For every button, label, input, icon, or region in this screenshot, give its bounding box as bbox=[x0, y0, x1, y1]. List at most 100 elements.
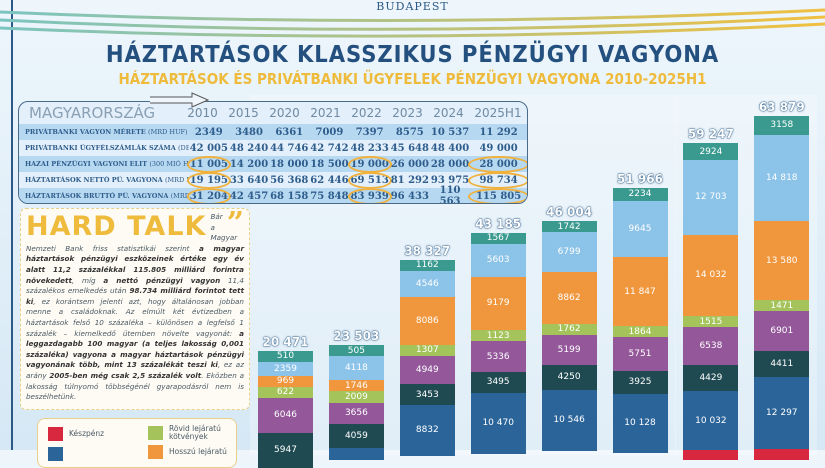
segment-value-label: 4059 bbox=[344, 430, 368, 441]
bar-total-label: 38 327 bbox=[404, 243, 451, 259]
segment-value-label: 3656 bbox=[344, 408, 368, 419]
row-label-text: HÁZTARTÁSOK BRUTTÓ PÜ. VAGYONA bbox=[25, 192, 169, 200]
segment-value-label: 6538 bbox=[699, 341, 723, 352]
segment-value-label: 8862 bbox=[557, 292, 581, 303]
segment-value-label: 2924 bbox=[699, 146, 723, 157]
segment-value-label: 11 847 bbox=[624, 286, 656, 297]
bar-segment: 8862 bbox=[541, 271, 597, 324]
bar-segment: 4250 bbox=[541, 364, 597, 390]
segment-value-label: 3158 bbox=[770, 120, 794, 131]
year-header: 2025H1 bbox=[474, 106, 522, 120]
year-header: 2020 bbox=[269, 106, 300, 120]
segment-value-label: 6799 bbox=[557, 247, 581, 258]
segment-value-label: 5603 bbox=[486, 255, 510, 266]
segment-value-label: 9179 bbox=[486, 298, 510, 309]
body-text: Bár a Magyar Nemzeti Bank friss statiszt… bbox=[26, 212, 238, 253]
bar-segment: 6901 bbox=[754, 311, 810, 352]
bar-segment: 12 703 bbox=[683, 160, 739, 235]
segment-value-label: 12 297 bbox=[766, 407, 798, 418]
bar-total-label: 23 503 bbox=[333, 329, 380, 344]
bar-segment: 14 032 bbox=[683, 234, 739, 317]
bar-segment: 11 847 bbox=[612, 257, 668, 327]
segment-value-label: 10 470 bbox=[482, 418, 514, 429]
segment-value-label: 1864 bbox=[628, 326, 652, 337]
bar-segment: 2009 bbox=[328, 391, 384, 403]
segment-value-label: 5751 bbox=[628, 348, 652, 359]
bar-segment: 4118 bbox=[328, 356, 384, 381]
bar-segment: 1515 bbox=[683, 316, 739, 328]
bar-segment: 1162 bbox=[399, 259, 455, 271]
bar-total-label: 46 004 bbox=[546, 205, 593, 220]
bar-segment: 1307 bbox=[399, 344, 455, 356]
table-cell: 18 000 bbox=[270, 158, 309, 170]
segment-value-label: 1307 bbox=[415, 345, 439, 356]
table-cell: 19 195 bbox=[186, 171, 232, 189]
year-header: 2023 bbox=[392, 106, 423, 120]
arrow-icon bbox=[150, 92, 210, 108]
table-cell: 8575 bbox=[395, 126, 424, 138]
table-cell: 83 939 bbox=[347, 187, 392, 203]
bar-segment: 4059 bbox=[328, 424, 384, 448]
table-cell: 62 446 bbox=[310, 174, 349, 186]
bar-segment: 9645 bbox=[612, 200, 668, 258]
segment-value-label: 6901 bbox=[770, 326, 794, 337]
table-row: HAZAI PÉNZÜGYI VAGYONI ELIT (300 MIÓ HUF… bbox=[19, 155, 527, 173]
table-cell: 11 292 bbox=[479, 126, 518, 138]
legend: Készpénz Rövid lejáratú kötvények Hosszú… bbox=[37, 418, 237, 468]
segment-value-label: 5199 bbox=[557, 344, 581, 355]
legend-item-blue bbox=[48, 447, 69, 461]
bar-segment: 622 bbox=[258, 386, 313, 398]
table-row: HÁZTARTÁSOK NETTÓ PÜ. VAGYONA (MRD HUF)1… bbox=[19, 171, 527, 189]
left-border bbox=[11, 0, 13, 450]
hard-talk-title: HARD TALK bbox=[26, 211, 207, 242]
table-cell: 48 400 bbox=[430, 142, 470, 154]
row-label: PRIVÁTBANKI ÜGYFÉLSZÁMLÁK SZÁMA (DB) bbox=[19, 144, 189, 152]
bar-segment: 1567 bbox=[470, 232, 526, 244]
table-row: PRIVÁTBANKI VAGYON MÉRETE (MRD HUF) 2349 3… bbox=[19, 124, 527, 140]
segment-value-label: 5947 bbox=[274, 445, 297, 456]
legend-item-cash: Készpénz bbox=[48, 427, 104, 441]
row-unit: (MRD HUF) bbox=[164, 176, 189, 184]
segment-value-label: 10 546 bbox=[553, 415, 585, 426]
table-cell: 68 158 bbox=[270, 190, 309, 202]
emphasis-text: a nettó pénzügyi vagyon bbox=[103, 275, 221, 285]
row-label: PRIVÁTBANKI VAGYON MÉRETE (MRD HUF) bbox=[19, 128, 189, 136]
table-cell: 3480 bbox=[235, 126, 263, 138]
segment-value-label: 10 128 bbox=[624, 418, 656, 429]
segment-value-label: 14 032 bbox=[695, 270, 727, 281]
hard-talk-box: ” HARD TALK Bár a Magyar Nemzeti Bank fr… bbox=[20, 208, 250, 410]
row-unit: (300 MIÓ HUF/FŐ) bbox=[149, 160, 189, 168]
segment-value-label: 622 bbox=[276, 387, 295, 398]
table-cell: 48 240 bbox=[229, 142, 269, 154]
segment-value-label: 8086 bbox=[415, 316, 439, 326]
segment-value-label: 4411 bbox=[770, 359, 794, 370]
table-cell: 18 500 bbox=[310, 158, 349, 170]
table-cell: 10 537 bbox=[430, 126, 470, 138]
segment-value-label: 1162 bbox=[415, 260, 439, 271]
emphasis-text: 2005-ben még csak 2,5 százalék volt bbox=[49, 370, 202, 380]
decorative-stripes bbox=[0, 8, 825, 38]
row-unit: (MRD HUF) bbox=[148, 128, 188, 136]
table-cell: 96 433 bbox=[390, 190, 429, 202]
bar-total-label: 63 879 bbox=[758, 100, 806, 115]
row-label: HÁZTARTÁSOK NETTÓ PÜ. VAGYONA (MRD HUF) bbox=[19, 176, 189, 184]
bar-total-label: 51 966 bbox=[617, 171, 664, 187]
emphasis-text: a leggazdagabb 100 magyar (a teljes lako… bbox=[26, 328, 244, 370]
table-cell: 45 648 bbox=[390, 142, 429, 154]
segment-value-label: 13 580 bbox=[766, 255, 798, 266]
bar-segment: 505 bbox=[328, 345, 384, 357]
table-cell: 98 734 bbox=[468, 171, 527, 189]
bar-segment: 969 bbox=[258, 375, 313, 387]
segment-value-label: 4429 bbox=[699, 373, 723, 384]
body-text: , ez az arány bbox=[26, 360, 244, 380]
bar-segment: 2924 bbox=[683, 143, 739, 161]
row-unit: (MRD HUF) bbox=[170, 192, 189, 200]
row-label-text: PRIVÁTBANKI VAGYON MÉRETE bbox=[25, 128, 146, 136]
table-cell: 33 640 bbox=[229, 174, 269, 186]
table-cell: 19 000 bbox=[347, 155, 392, 173]
year-header: 2024 bbox=[433, 106, 464, 120]
bar-segment: 6046 bbox=[258, 397, 313, 433]
segment-value-label: 2009 bbox=[344, 391, 368, 402]
segment-value-label: 14 818 bbox=[766, 172, 798, 183]
country-label: MAGYARORSZÁG bbox=[29, 104, 156, 122]
